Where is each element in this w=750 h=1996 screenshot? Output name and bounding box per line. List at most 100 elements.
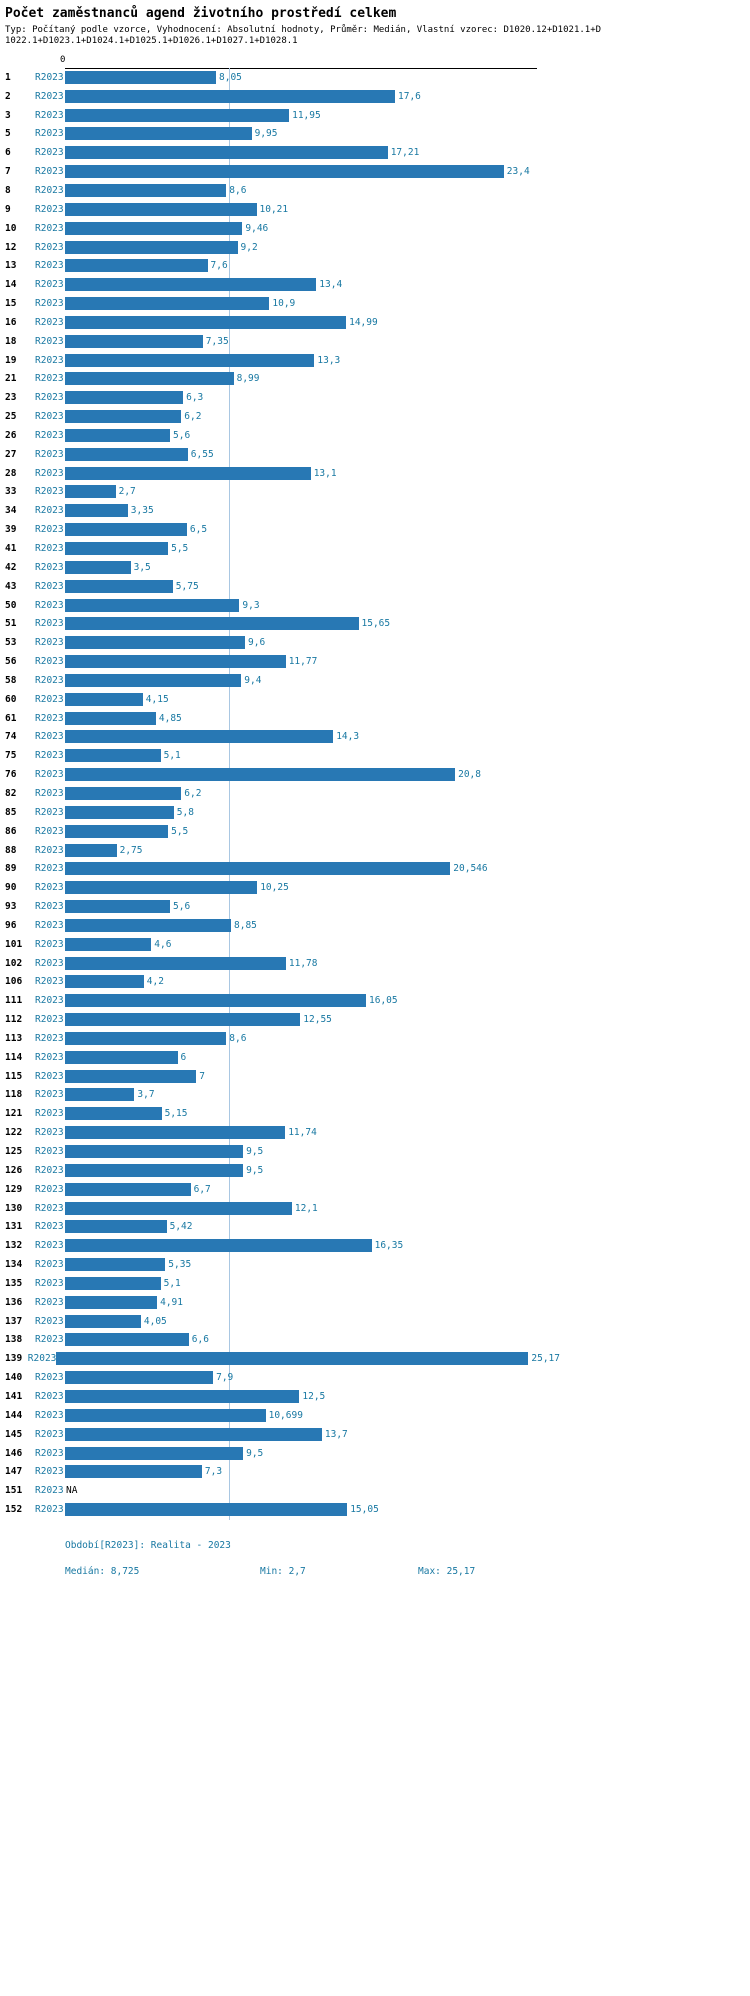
row-series-label[interactable]: R2023 (35, 166, 64, 178)
row-series-label[interactable]: R2023 (35, 260, 64, 272)
bar[interactable] (65, 1258, 166, 1272)
bar[interactable] (65, 334, 203, 348)
row-series-label[interactable]: R2023 (35, 938, 64, 950)
bar[interactable] (65, 372, 234, 386)
row-series-label[interactable]: R2023 (35, 1259, 64, 1271)
bar[interactable] (65, 127, 252, 141)
row-series-label[interactable]: R2023 (35, 109, 64, 121)
row-series-label[interactable]: R2023 (35, 1183, 64, 1195)
bar[interactable] (65, 278, 317, 292)
row-series-label[interactable]: R2023 (35, 1466, 64, 1478)
bar[interactable] (65, 730, 334, 744)
row-series-label[interactable]: R2023 (35, 298, 64, 310)
bar[interactable] (65, 824, 169, 838)
bar[interactable] (65, 165, 504, 179)
bar[interactable] (65, 1031, 227, 1045)
bar[interactable] (65, 956, 286, 970)
row-series-label[interactable]: R2023 (35, 995, 64, 1007)
bar[interactable] (65, 805, 174, 819)
bar[interactable] (65, 1408, 266, 1422)
bar[interactable] (65, 749, 161, 763)
bar[interactable] (65, 975, 144, 989)
row-series-label[interactable]: R2023 (35, 505, 64, 517)
bar[interactable] (65, 711, 156, 725)
row-series-label[interactable]: R2023 (35, 203, 64, 215)
row-series-label[interactable]: R2023 (35, 373, 64, 385)
bar[interactable] (65, 1503, 348, 1517)
row-series-label[interactable]: R2023 (35, 354, 64, 366)
row-series-label[interactable]: R2023 (35, 919, 64, 931)
bar[interactable] (65, 146, 388, 160)
bar[interactable] (65, 1446, 244, 1460)
row-series-label[interactable]: R2023 (35, 825, 64, 837)
bar[interactable] (65, 108, 290, 122)
bar[interactable] (65, 1126, 286, 1140)
row-series-label[interactable]: R2023 (35, 1485, 64, 1497)
row-series-label[interactable]: R2023 (35, 1164, 64, 1176)
bar[interactable] (65, 673, 242, 687)
row-series-label[interactable]: R2023 (35, 1504, 64, 1516)
row-series-label[interactable]: R2023 (35, 1202, 64, 1214)
row-series-label[interactable]: R2023 (35, 1108, 64, 1120)
row-series-label[interactable]: R2023 (35, 1240, 64, 1252)
bar[interactable] (65, 1201, 292, 1215)
bar[interactable] (65, 353, 315, 367)
bar[interactable] (65, 1465, 202, 1479)
bar[interactable] (65, 315, 347, 329)
bar[interactable] (65, 1276, 161, 1290)
bar[interactable] (65, 1050, 178, 1064)
bar[interactable] (65, 1371, 214, 1385)
row-series-label[interactable]: R2023 (35, 1390, 64, 1402)
bar[interactable] (65, 881, 258, 895)
row-series-label[interactable]: R2023 (35, 1315, 64, 1327)
bar[interactable] (65, 542, 169, 556)
row-series-label[interactable]: R2023 (35, 543, 64, 555)
bar[interactable] (65, 1295, 158, 1309)
row-series-label[interactable]: R2023 (35, 1428, 64, 1440)
bar[interactable] (65, 843, 117, 857)
row-series-label[interactable]: R2023 (35, 524, 64, 536)
bar[interactable] (65, 862, 451, 876)
bar[interactable] (65, 391, 184, 405)
bar[interactable] (65, 1427, 322, 1441)
bar[interactable] (65, 259, 208, 273)
bar[interactable] (65, 447, 188, 461)
bar[interactable] (65, 937, 152, 951)
row-series-label[interactable]: R2023 (35, 1221, 64, 1233)
bar[interactable] (65, 900, 170, 914)
row-series-label[interactable]: R2023 (35, 1146, 64, 1158)
bar[interactable] (65, 768, 456, 782)
row-series-label[interactable]: R2023 (35, 222, 64, 234)
row-series-label[interactable]: R2023 (35, 731, 64, 743)
row-series-label[interactable]: R2023 (27, 1353, 57, 1365)
row-series-label[interactable]: R2023 (35, 1014, 64, 1026)
bar[interactable] (65, 89, 395, 103)
bar[interactable] (65, 221, 243, 235)
row-series-label[interactable]: R2023 (35, 1070, 64, 1082)
row-series-label[interactable]: R2023 (35, 1089, 64, 1101)
bar[interactable] (65, 1389, 300, 1403)
row-series-label[interactable]: R2023 (35, 1372, 64, 1384)
row-series-label[interactable]: R2023 (35, 882, 64, 894)
row-series-label[interactable]: R2023 (35, 693, 64, 705)
bar[interactable] (65, 579, 173, 593)
row-series-label[interactable]: R2023 (35, 1277, 64, 1289)
row-series-label[interactable]: R2023 (35, 1334, 64, 1346)
bar[interactable] (56, 1352, 529, 1366)
bar[interactable] (65, 786, 182, 800)
row-series-label[interactable]: R2023 (35, 656, 64, 668)
bar[interactable] (65, 202, 257, 216)
row-series-label[interactable]: R2023 (35, 392, 64, 404)
bar[interactable] (65, 1333, 189, 1347)
row-series-label[interactable]: R2023 (35, 712, 64, 724)
row-series-label[interactable]: R2023 (35, 71, 64, 83)
row-series-label[interactable]: R2023 (35, 128, 64, 140)
bar[interactable] (65, 240, 238, 254)
row-series-label[interactable]: R2023 (35, 1409, 64, 1421)
row-series-label[interactable]: R2023 (35, 618, 64, 630)
row-series-label[interactable]: R2023 (35, 580, 64, 592)
bar[interactable] (65, 1069, 197, 1083)
row-series-label[interactable]: R2023 (35, 147, 64, 159)
row-series-label[interactable]: R2023 (35, 787, 64, 799)
row-series-label[interactable]: R2023 (35, 467, 64, 479)
